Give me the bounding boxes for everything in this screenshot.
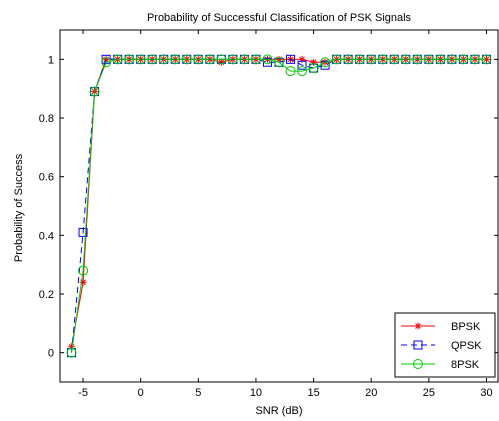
y-tick-label: 0.2	[39, 289, 54, 301]
x-tick-label: 10	[250, 387, 262, 399]
data-point	[158, 54, 169, 65]
data-point	[78, 227, 88, 237]
data-point	[446, 54, 457, 65]
data-point	[102, 55, 110, 63]
x-axis: -5 0 5 10 15 20 25 30	[78, 30, 493, 399]
x-tick-label: 25	[423, 387, 435, 399]
y-tick-label: 0	[48, 348, 54, 360]
data-point	[297, 66, 308, 77]
data-point	[66, 347, 77, 358]
data-point	[89, 86, 100, 97]
y-tick-label: 0.8	[39, 113, 54, 125]
data-point	[320, 57, 331, 68]
data-point	[413, 340, 423, 350]
legend: BPSK QPSK 8PSK	[394, 312, 496, 378]
data-point	[135, 54, 146, 65]
data-point	[298, 55, 306, 63]
y-axis-label: Probability of Success	[13, 153, 25, 262]
data-point	[181, 54, 192, 65]
x-axis-label: SNR (dB)	[255, 405, 302, 417]
legend-item-8psk: 8PSK	[401, 359, 480, 371]
data-point	[413, 359, 423, 369]
data-point	[216, 54, 227, 65]
data-point	[217, 58, 225, 66]
data-point	[412, 54, 423, 65]
data-point	[239, 54, 250, 65]
legend-label: QPSK	[451, 340, 482, 352]
x-tick-label: 20	[365, 387, 377, 399]
y-axis: 0 0.2 0.4 0.6 0.8 1	[39, 54, 498, 360]
data-point	[297, 60, 307, 70]
data-point	[435, 54, 446, 65]
x-tick-label: 0	[138, 387, 144, 399]
data-point	[481, 54, 492, 65]
data-point	[112, 54, 123, 65]
data-point	[193, 54, 204, 65]
data-point	[458, 54, 469, 65]
legend-item-bpsk: BPSK	[401, 321, 481, 333]
data-point	[354, 54, 365, 65]
x-tick-label: 15	[307, 387, 319, 399]
data-point	[274, 57, 284, 68]
series-layer	[66, 54, 492, 358]
data-point	[204, 54, 215, 65]
data-point	[469, 54, 480, 65]
data-point	[147, 54, 158, 65]
data-point	[414, 322, 422, 330]
x-tick-label: -5	[78, 387, 88, 399]
data-point	[389, 54, 400, 65]
legend-label: BPSK	[451, 321, 481, 333]
y-tick-label: 0.6	[39, 172, 54, 184]
y-tick-label: 0.4	[39, 230, 54, 242]
data-point	[79, 278, 87, 286]
legend-item-qpsk: QPSK	[401, 340, 482, 352]
data-point	[101, 57, 112, 68]
x-tick-label: 5	[195, 387, 201, 399]
data-point	[331, 54, 342, 65]
data-point	[68, 343, 76, 351]
data-point	[377, 54, 388, 65]
data-point	[310, 58, 318, 66]
data-point	[124, 54, 135, 65]
data-point	[78, 265, 89, 276]
data-point	[423, 54, 434, 65]
x-tick-label: 30	[480, 387, 492, 399]
data-point	[286, 54, 296, 64]
data-point	[285, 66, 296, 77]
chart-title: Probability of Successful Classification…	[147, 12, 412, 24]
data-point	[308, 63, 319, 74]
y-tick-label: 1	[48, 54, 54, 66]
data-point	[366, 54, 377, 65]
data-point	[227, 54, 238, 65]
data-point	[170, 54, 181, 65]
series-8psk	[66, 54, 492, 358]
legend-label: 8PSK	[451, 359, 480, 371]
data-point	[275, 55, 283, 63]
series-line	[71, 58, 487, 353]
data-point	[343, 54, 354, 65]
data-point	[400, 54, 411, 65]
data-point	[262, 54, 273, 65]
data-point	[250, 54, 261, 65]
